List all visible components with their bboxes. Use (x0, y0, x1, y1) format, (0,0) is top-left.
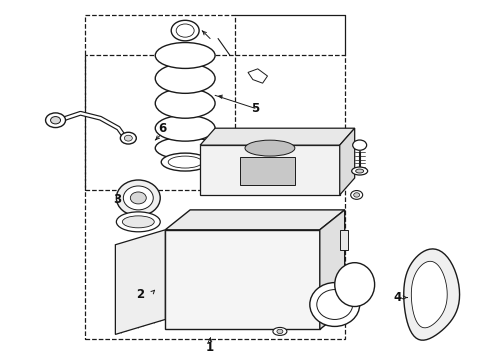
Ellipse shape (316, 289, 352, 319)
Ellipse shape (155, 137, 215, 159)
Circle shape (350, 190, 362, 199)
Circle shape (45, 113, 65, 127)
Ellipse shape (168, 156, 202, 168)
Ellipse shape (155, 88, 215, 118)
Polygon shape (165, 210, 344, 230)
Ellipse shape (161, 153, 209, 171)
Polygon shape (247, 69, 267, 83)
Ellipse shape (130, 192, 146, 204)
Polygon shape (165, 230, 319, 329)
Bar (85, 55, 344, 339)
Polygon shape (403, 249, 459, 340)
Polygon shape (200, 128, 354, 145)
Ellipse shape (116, 212, 160, 232)
Ellipse shape (155, 115, 215, 141)
Polygon shape (319, 210, 344, 329)
Text: 3: 3 (113, 193, 121, 206)
Ellipse shape (116, 180, 160, 216)
Circle shape (124, 135, 132, 141)
Bar (339, 230, 347, 250)
Text: 5: 5 (250, 102, 259, 115)
Bar (85, 15, 235, 190)
Polygon shape (339, 128, 354, 195)
Polygon shape (200, 145, 339, 195)
Ellipse shape (272, 328, 286, 336)
Text: 6: 6 (158, 122, 166, 135)
Circle shape (176, 24, 194, 37)
Text: 1: 1 (205, 341, 214, 354)
Circle shape (50, 117, 61, 124)
Ellipse shape (334, 263, 374, 306)
Ellipse shape (351, 167, 367, 175)
Ellipse shape (309, 283, 359, 327)
Polygon shape (410, 261, 447, 328)
Ellipse shape (122, 216, 154, 228)
Ellipse shape (155, 63, 215, 93)
Bar (240, 157, 294, 185)
Ellipse shape (155, 42, 215, 68)
Circle shape (352, 140, 366, 150)
Circle shape (276, 329, 283, 334)
Circle shape (171, 20, 199, 41)
Polygon shape (115, 230, 165, 334)
Ellipse shape (123, 186, 153, 210)
Circle shape (353, 193, 359, 197)
Ellipse shape (355, 169, 363, 173)
Ellipse shape (244, 140, 294, 156)
Text: 2: 2 (136, 288, 144, 301)
Circle shape (120, 132, 136, 144)
Text: 4: 4 (393, 291, 401, 304)
